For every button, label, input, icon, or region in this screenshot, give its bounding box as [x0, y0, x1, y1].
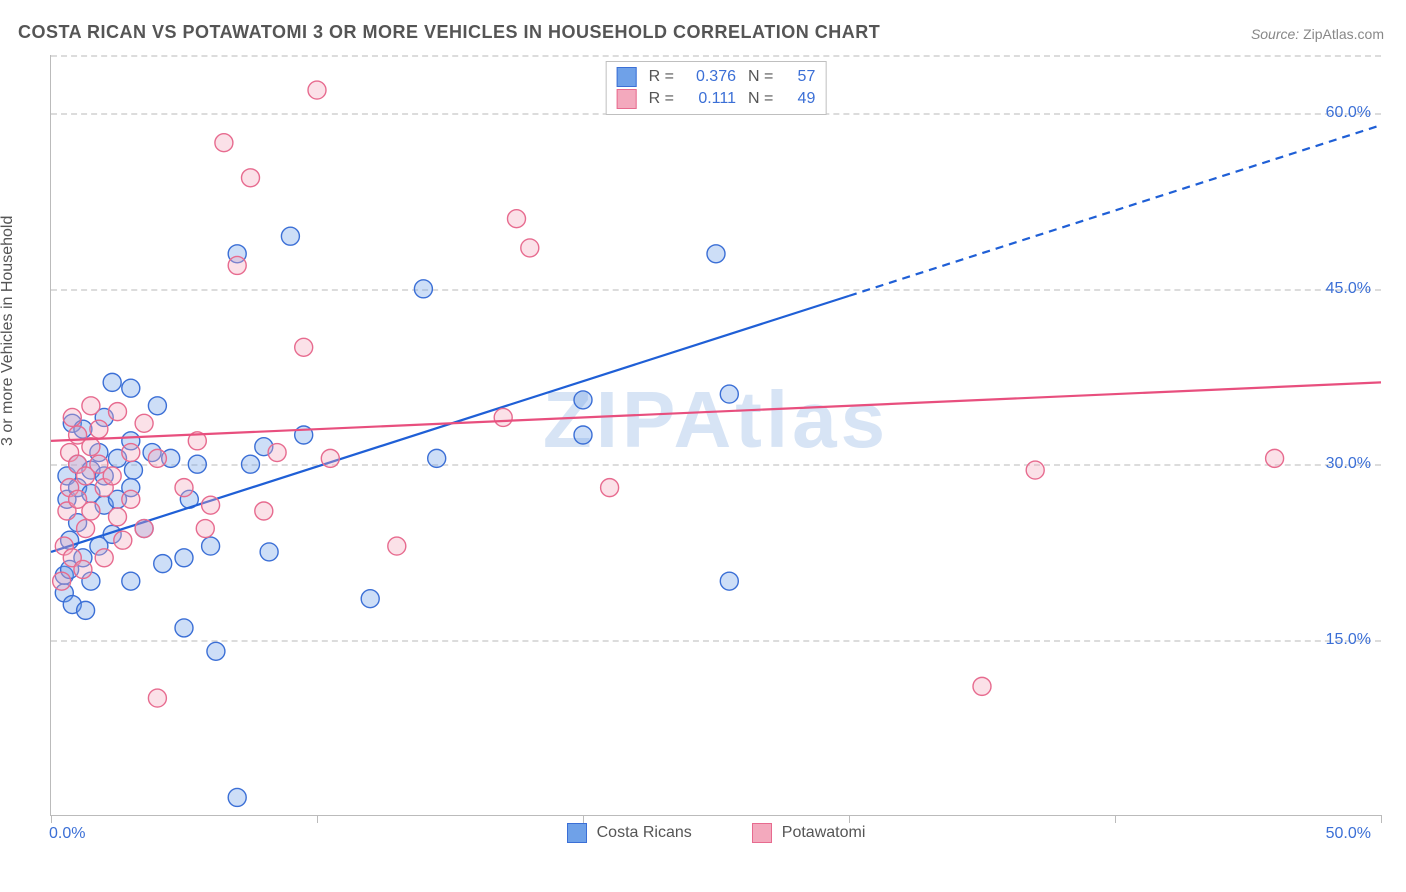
- stats-row-costa_ricans: R = 0.376 N = 57: [617, 66, 816, 88]
- r-value: 0.376: [686, 66, 736, 88]
- data-point-potawatomi: [196, 520, 214, 538]
- plot-area: ZIPAtlas 15.0%30.0%45.0%60.0% R =0.376N …: [50, 55, 1381, 816]
- data-point-costa_ricans: [574, 391, 592, 409]
- data-point-costa_ricans: [207, 642, 225, 660]
- r-label: R =: [649, 66, 674, 88]
- stats-legend-box: R = 0.376 N = 57 R = 0.111 N = 49: [606, 61, 827, 115]
- data-point-potawatomi: [268, 444, 286, 462]
- data-point-potawatomi: [1266, 449, 1284, 467]
- data-point-costa_ricans: [720, 572, 738, 590]
- data-point-costa_ricans: [242, 455, 260, 473]
- legend-swatch: [567, 823, 587, 843]
- data-point-costa_ricans: [175, 619, 193, 637]
- legend-label: Potawatomi: [782, 824, 866, 842]
- data-point-potawatomi: [601, 479, 619, 497]
- data-point-costa_ricans: [428, 449, 446, 467]
- data-point-costa_ricans: [175, 549, 193, 567]
- data-point-potawatomi: [242, 169, 260, 187]
- r-label: R =: [649, 88, 674, 110]
- data-point-potawatomi: [109, 403, 127, 421]
- data-point-costa_ricans: [122, 379, 140, 397]
- data-point-costa_ricans: [124, 461, 142, 479]
- data-point-potawatomi: [148, 689, 166, 707]
- legend-swatch: [617, 67, 637, 87]
- data-point-potawatomi: [53, 572, 71, 590]
- n-value: 57: [785, 66, 815, 88]
- n-label: N =: [748, 66, 773, 88]
- data-point-costa_ricans: [154, 555, 172, 573]
- series-legend: Costa Ricans Potawatomi: [51, 823, 1381, 843]
- data-point-potawatomi: [122, 444, 140, 462]
- data-point-potawatomi: [77, 520, 95, 538]
- data-point-costa_ricans: [574, 426, 592, 444]
- data-point-potawatomi: [122, 490, 140, 508]
- data-point-potawatomi: [508, 210, 526, 228]
- data-point-costa_ricans: [188, 455, 206, 473]
- trend-line-potawatomi: [51, 382, 1381, 440]
- data-point-potawatomi: [90, 420, 108, 438]
- source-label: Source:: [1251, 26, 1299, 42]
- data-point-potawatomi: [82, 397, 100, 415]
- data-point-costa_ricans: [414, 280, 432, 298]
- data-point-costa_ricans: [148, 397, 166, 415]
- x-tick: [1115, 815, 1116, 823]
- data-point-potawatomi: [95, 549, 113, 567]
- data-point-potawatomi: [1026, 461, 1044, 479]
- y-axis-label: 3 or more Vehicles in Household: [0, 216, 17, 446]
- data-point-potawatomi: [521, 239, 539, 257]
- legend-item-costa_ricans: Costa Ricans: [567, 823, 692, 843]
- data-point-costa_ricans: [260, 543, 278, 561]
- data-point-costa_ricans: [103, 373, 121, 391]
- trend-line-dashed-costa_ricans: [849, 125, 1381, 296]
- x-tick: [583, 815, 584, 823]
- data-point-potawatomi: [228, 256, 246, 274]
- legend-swatch: [752, 823, 772, 843]
- source-attribution: Source: ZipAtlas.com: [1251, 26, 1384, 42]
- data-point-potawatomi: [74, 560, 92, 578]
- data-point-potawatomi: [148, 449, 166, 467]
- legend-swatch: [617, 89, 637, 109]
- data-point-potawatomi: [63, 408, 81, 426]
- data-point-potawatomi: [973, 677, 991, 695]
- data-point-potawatomi: [494, 408, 512, 426]
- source-value: ZipAtlas.com: [1303, 26, 1384, 42]
- data-point-potawatomi: [388, 537, 406, 555]
- legend-label: Costa Ricans: [597, 824, 692, 842]
- data-point-potawatomi: [82, 502, 100, 520]
- data-point-costa_ricans: [202, 537, 220, 555]
- scatter-svg: [51, 55, 1381, 815]
- data-point-costa_ricans: [228, 788, 246, 806]
- data-point-costa_ricans: [707, 245, 725, 263]
- x-tick: [1381, 815, 1382, 823]
- data-point-potawatomi: [321, 449, 339, 467]
- data-point-potawatomi: [175, 479, 193, 497]
- data-point-potawatomi: [215, 134, 233, 152]
- data-point-potawatomi: [135, 414, 153, 432]
- data-point-potawatomi: [103, 467, 121, 485]
- data-point-potawatomi: [135, 520, 153, 538]
- data-point-potawatomi: [295, 338, 313, 356]
- data-point-costa_ricans: [122, 572, 140, 590]
- data-point-potawatomi: [308, 81, 326, 99]
- data-point-costa_ricans: [720, 385, 738, 403]
- data-point-costa_ricans: [281, 227, 299, 245]
- data-point-potawatomi: [202, 496, 220, 514]
- stats-row-potawatomi: R = 0.111 N = 49: [617, 88, 816, 110]
- x-tick: [51, 815, 52, 823]
- legend-item-potawatomi: Potawatomi: [752, 823, 866, 843]
- data-point-potawatomi: [255, 502, 273, 520]
- data-point-costa_ricans: [77, 601, 95, 619]
- data-point-potawatomi: [109, 508, 127, 526]
- x-tick: [849, 815, 850, 823]
- x-tick: [317, 815, 318, 823]
- n-value: 49: [785, 88, 815, 110]
- data-point-costa_ricans: [361, 590, 379, 608]
- r-value: 0.111: [686, 88, 736, 110]
- n-label: N =: [748, 88, 773, 110]
- data-point-potawatomi: [114, 531, 132, 549]
- chart-title: COSTA RICAN VS POTAWATOMI 3 OR MORE VEHI…: [18, 22, 880, 43]
